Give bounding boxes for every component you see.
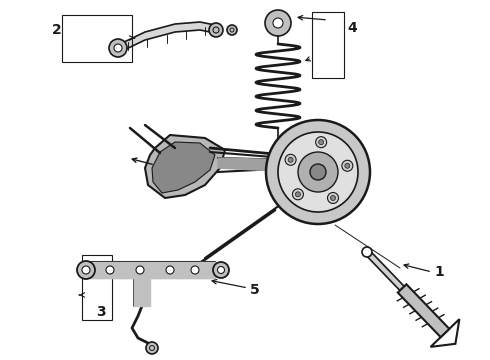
Polygon shape xyxy=(88,262,215,278)
Circle shape xyxy=(146,342,158,354)
Circle shape xyxy=(298,152,338,192)
Circle shape xyxy=(106,266,114,274)
Text: 3: 3 xyxy=(96,305,106,319)
Circle shape xyxy=(316,137,327,148)
Circle shape xyxy=(266,120,370,224)
Circle shape xyxy=(114,44,122,52)
Circle shape xyxy=(77,261,95,279)
Polygon shape xyxy=(120,22,215,52)
Circle shape xyxy=(278,132,358,212)
Circle shape xyxy=(293,189,303,200)
Polygon shape xyxy=(152,142,215,193)
Circle shape xyxy=(265,10,291,36)
Polygon shape xyxy=(218,158,295,172)
Polygon shape xyxy=(398,284,449,337)
Text: 1: 1 xyxy=(434,265,444,279)
Polygon shape xyxy=(134,278,150,306)
Circle shape xyxy=(362,247,372,257)
Circle shape xyxy=(191,266,199,274)
Circle shape xyxy=(227,25,237,35)
Circle shape xyxy=(318,140,323,145)
Bar xyxy=(62,15,132,62)
Polygon shape xyxy=(431,319,460,347)
Circle shape xyxy=(342,160,353,171)
Text: 2: 2 xyxy=(52,23,62,37)
Circle shape xyxy=(288,157,293,162)
Circle shape xyxy=(345,163,350,168)
Circle shape xyxy=(82,266,90,274)
Circle shape xyxy=(273,18,283,28)
Circle shape xyxy=(295,192,300,197)
Circle shape xyxy=(166,266,174,274)
Circle shape xyxy=(285,154,296,165)
Circle shape xyxy=(327,193,339,203)
Circle shape xyxy=(218,266,224,274)
Circle shape xyxy=(310,164,326,180)
Bar xyxy=(82,255,112,320)
Text: 5: 5 xyxy=(250,283,260,297)
Polygon shape xyxy=(365,250,404,291)
Circle shape xyxy=(213,262,229,278)
Bar xyxy=(312,12,344,78)
Text: 4: 4 xyxy=(347,21,357,35)
Circle shape xyxy=(109,39,127,57)
Circle shape xyxy=(330,195,336,201)
Circle shape xyxy=(209,23,223,37)
Polygon shape xyxy=(145,135,225,198)
Circle shape xyxy=(136,266,144,274)
